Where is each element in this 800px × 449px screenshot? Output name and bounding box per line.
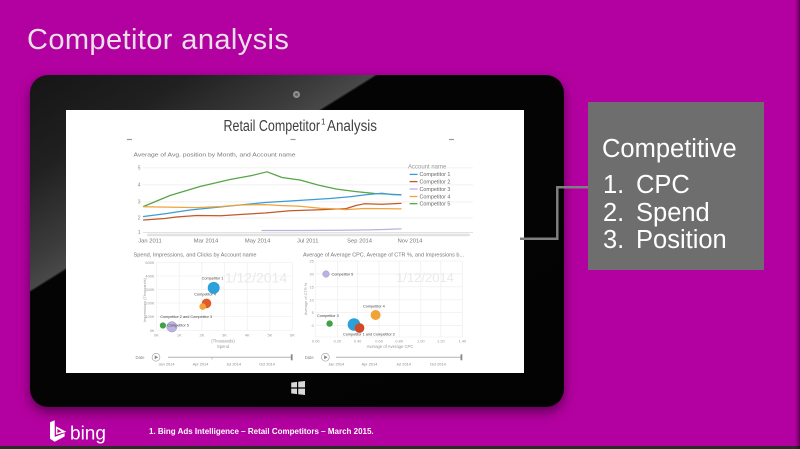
svg-text:Date: Date — [136, 355, 146, 360]
svg-text:Analysis: Analysis — [327, 118, 377, 135]
svg-text:4: 4 — [138, 183, 141, 189]
svg-text:Average of CTR %: Average of CTR % — [303, 282, 308, 315]
svg-text:Retail Competitor: Retail Competitor — [224, 118, 321, 135]
svg-text:400K: 400K — [145, 274, 154, 279]
svg-text:200K: 200K — [145, 301, 154, 306]
svg-text:0: 0 — [312, 323, 315, 328]
svg-text:Competitor 1: Competitor 1 — [202, 277, 224, 281]
svg-text:15: 15 — [309, 284, 313, 289]
svg-text:0K: 0K — [154, 333, 159, 338]
svg-text:0.20: 0.20 — [334, 339, 342, 344]
svg-text:Jul 2014: Jul 2014 — [226, 362, 242, 367]
svg-text:Spend, Impressions, and Clicks: Spend, Impressions, and Clicks by Accoun… — [134, 253, 257, 259]
svg-text:Spend: Spend — [217, 344, 230, 349]
svg-text:0.60: 0.60 — [375, 339, 383, 344]
svg-text:1.40: 1.40 — [459, 339, 467, 344]
svg-text:600K: 600K — [145, 260, 154, 265]
svg-text:Jan 2014: Jan 2014 — [328, 362, 345, 367]
svg-text:0.80: 0.80 — [395, 339, 403, 344]
svg-text:20: 20 — [309, 271, 314, 276]
svg-text:Jan 2011: Jan 2011 — [138, 239, 161, 245]
svg-text:Average of Avg. position by Mo: Average of Avg. position by Month, and A… — [134, 153, 296, 159]
svg-text:0.00: 0.00 — [312, 339, 320, 344]
svg-text:Competitor 5: Competitor 5 — [332, 273, 354, 277]
svg-text:Competitor 3: Competitor 3 — [420, 187, 451, 193]
svg-text:1: 1 — [138, 230, 141, 236]
svg-text:Date: Date — [305, 355, 315, 360]
svg-text:Competitor 4: Competitor 4 — [420, 194, 451, 200]
svg-text:Competitor 2: Competitor 2 — [420, 179, 451, 185]
svg-text:0.40: 0.40 — [354, 339, 362, 344]
svg-text:3K: 3K — [222, 333, 227, 338]
svg-text:Competitor 1 and Competitor 2: Competitor 1 and Competitor 2 — [343, 332, 395, 336]
svg-text:4K: 4K — [245, 333, 250, 338]
svg-text:1.00: 1.00 — [417, 339, 425, 344]
svg-text:1/12/2014: 1/12/2014 — [225, 270, 287, 286]
svg-text:Apr 2014: Apr 2014 — [362, 362, 379, 367]
svg-text:Sep 2014: Sep 2014 — [347, 239, 373, 245]
svg-text:1/12/2014: 1/12/2014 — [396, 270, 454, 285]
svg-text:Competitor 4: Competitor 4 — [194, 293, 216, 297]
svg-text:2K: 2K — [200, 333, 205, 338]
svg-text:Competitor 5: Competitor 5 — [420, 202, 451, 208]
svg-text:Jan 2014: Jan 2014 — [158, 362, 175, 367]
svg-text:1.20: 1.20 — [437, 339, 445, 344]
svg-text:Competitor 4: Competitor 4 — [363, 304, 385, 308]
svg-text:Apr 2014: Apr 2014 — [193, 362, 210, 367]
svg-text:10: 10 — [309, 297, 314, 302]
svg-text:1: 1 — [321, 118, 326, 127]
svg-text:Oct 2014: Oct 2014 — [430, 362, 447, 367]
svg-text:Competitor 2 and Competitor 3: Competitor 2 and Competitor 3 — [160, 315, 212, 319]
svg-text:Oct 2014: Oct 2014 — [259, 362, 276, 367]
svg-text:2: 2 — [138, 216, 141, 222]
svg-text:Account name: Account name — [408, 165, 447, 171]
svg-text:Nov 2014: Nov 2014 — [398, 239, 424, 245]
svg-text:1K: 1K — [177, 333, 182, 338]
svg-text:3: 3 — [138, 200, 141, 206]
svg-text:May 2014: May 2014 — [245, 239, 271, 245]
svg-text:Competitor 1: Competitor 1 — [420, 172, 451, 178]
svg-text:Competitor 3: Competitor 3 — [317, 314, 339, 318]
svg-text:Impressions (Thousands): Impressions (Thousands) — [142, 277, 147, 322]
svg-text:5: 5 — [138, 166, 141, 172]
svg-text:(Thousands): (Thousands) — [211, 339, 235, 344]
svg-text:100K: 100K — [145, 314, 154, 319]
svg-text:bing: bing — [70, 424, 106, 445]
svg-text:300K: 300K — [145, 287, 154, 292]
svg-text:0K: 0K — [150, 328, 155, 333]
svg-text:Jul 2014: Jul 2014 — [396, 362, 412, 367]
svg-text:5K: 5K — [268, 333, 273, 338]
svg-text:Average of Average CPC, Averag: Average of Average CPC, Average of CTR %… — [303, 253, 464, 259]
svg-text:Jul 2011: Jul 2011 — [297, 239, 319, 245]
svg-text:Average of Average CPC: Average of Average CPC — [367, 344, 414, 349]
svg-text:Mar 2014: Mar 2014 — [194, 239, 219, 245]
svg-text:25: 25 — [309, 259, 313, 264]
svg-text:Competitor 5: Competitor 5 — [167, 324, 189, 328]
svg-text:5: 5 — [312, 310, 314, 315]
svg-text:6K: 6K — [290, 333, 295, 338]
